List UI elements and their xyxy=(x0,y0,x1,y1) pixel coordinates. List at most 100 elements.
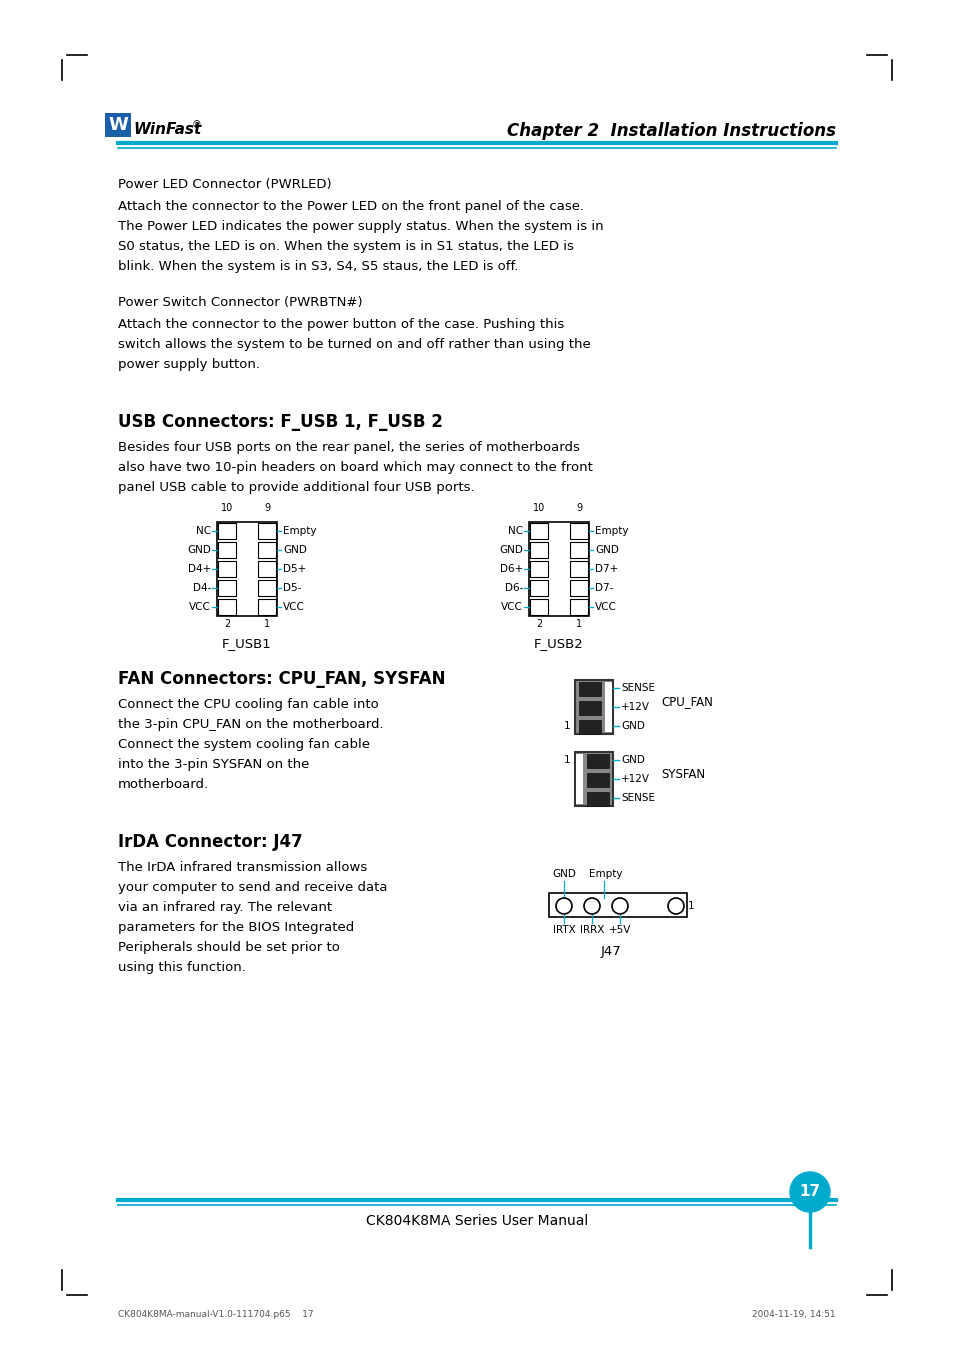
Text: blink. When the system is in S3, S4, S5 staus, the LED is off.: blink. When the system is in S3, S4, S5 … xyxy=(118,259,517,273)
Circle shape xyxy=(583,898,599,915)
Text: Chapter 2  Installation Instructions: Chapter 2 Installation Instructions xyxy=(506,122,835,141)
Bar xyxy=(257,542,275,558)
Text: Attach the connector to the Power LED on the front panel of the case.: Attach the connector to the Power LED on… xyxy=(118,200,583,213)
Text: into the 3-pin SYSFAN on the: into the 3-pin SYSFAN on the xyxy=(118,758,309,771)
Text: 1: 1 xyxy=(563,755,569,765)
Text: panel USB cable to provide additional four USB ports.: panel USB cable to provide additional fo… xyxy=(118,481,475,494)
Text: Empty: Empty xyxy=(283,526,316,536)
Text: 10: 10 xyxy=(533,503,544,513)
Text: motherboard.: motherboard. xyxy=(118,778,209,790)
Text: CPU_FAN: CPU_FAN xyxy=(660,696,712,708)
Bar xyxy=(216,521,276,616)
Text: GND: GND xyxy=(552,869,576,880)
Text: VCC: VCC xyxy=(189,603,211,612)
Text: GND: GND xyxy=(620,755,644,765)
Text: also have two 10-pin headers on board which may connect to the front: also have two 10-pin headers on board wh… xyxy=(118,461,592,474)
Text: 2: 2 xyxy=(224,619,230,630)
Bar xyxy=(218,523,235,539)
Text: +5V: +5V xyxy=(608,925,631,935)
Bar xyxy=(548,893,686,917)
Bar xyxy=(569,542,587,558)
Bar xyxy=(530,598,547,615)
Bar xyxy=(530,523,547,539)
Text: CK804K8MA-manual-V1.0-111704.p65    17: CK804K8MA-manual-V1.0-111704.p65 17 xyxy=(118,1310,314,1319)
Text: NC: NC xyxy=(195,526,211,536)
Bar xyxy=(575,753,613,807)
Text: +12V: +12V xyxy=(620,703,649,712)
Text: D7+: D7+ xyxy=(595,563,618,574)
Text: VCC: VCC xyxy=(595,603,617,612)
Text: D5+: D5+ xyxy=(283,563,306,574)
Text: WinFast: WinFast xyxy=(132,122,201,136)
Text: 9: 9 xyxy=(576,503,581,513)
Bar xyxy=(530,542,547,558)
Text: D6+: D6+ xyxy=(499,563,522,574)
Bar xyxy=(257,598,275,615)
Text: IrDA Connector: J47: IrDA Connector: J47 xyxy=(118,834,302,851)
Bar xyxy=(578,682,600,696)
Text: USB Connectors: F_USB 1, F_USB 2: USB Connectors: F_USB 1, F_USB 2 xyxy=(118,413,442,431)
Text: SYSFAN: SYSFAN xyxy=(660,767,704,781)
Text: 1: 1 xyxy=(687,901,694,911)
Text: ®: ® xyxy=(192,120,201,130)
Text: using this function.: using this function. xyxy=(118,961,246,974)
Text: D7-: D7- xyxy=(595,584,613,593)
Text: W: W xyxy=(108,116,128,134)
Text: 2: 2 xyxy=(536,619,541,630)
Text: D6-: D6- xyxy=(504,584,522,593)
Text: 1: 1 xyxy=(563,721,569,731)
Text: Besides four USB ports on the rear panel, the series of motherboards: Besides four USB ports on the rear panel… xyxy=(118,440,579,454)
Text: D4+: D4+ xyxy=(188,563,211,574)
Bar xyxy=(569,523,587,539)
Text: The Power LED indicates the power supply status. When the system is in: The Power LED indicates the power supply… xyxy=(118,220,603,232)
Text: +12V: +12V xyxy=(620,774,649,784)
Text: GND: GND xyxy=(187,544,211,555)
Text: 9: 9 xyxy=(264,503,270,513)
Text: VCC: VCC xyxy=(283,603,305,612)
Text: your computer to send and receive data: your computer to send and receive data xyxy=(118,881,387,894)
Circle shape xyxy=(556,898,572,915)
Bar xyxy=(218,542,235,558)
Bar xyxy=(586,773,608,788)
Text: FAN Connectors: CPU_FAN, SYSFAN: FAN Connectors: CPU_FAN, SYSFAN xyxy=(118,670,445,688)
Text: F_USB1: F_USB1 xyxy=(222,638,272,650)
Text: D5-: D5- xyxy=(283,584,301,593)
Text: S0 status, the LED is on. When the system is in S1 status, the LED is: S0 status, the LED is on. When the syste… xyxy=(118,240,574,253)
Bar xyxy=(569,561,587,577)
Text: Empty: Empty xyxy=(595,526,628,536)
Bar xyxy=(530,561,547,577)
Text: SENSE: SENSE xyxy=(620,793,655,802)
Text: GND: GND xyxy=(620,721,644,731)
Text: Connect the system cooling fan cable: Connect the system cooling fan cable xyxy=(118,738,370,751)
Text: Empty: Empty xyxy=(589,869,622,880)
Text: The IrDA infrared transmission allows: The IrDA infrared transmission allows xyxy=(118,861,367,874)
Text: 1: 1 xyxy=(576,619,581,630)
Text: IRTX: IRTX xyxy=(552,925,575,935)
Bar xyxy=(569,598,587,615)
Bar xyxy=(257,580,275,596)
Text: D4-: D4- xyxy=(193,584,211,593)
Bar xyxy=(586,754,608,767)
Text: GND: GND xyxy=(283,544,307,555)
Bar xyxy=(578,720,600,734)
Text: via an infrared ray. The relevant: via an infrared ray. The relevant xyxy=(118,901,332,915)
Bar xyxy=(576,754,582,804)
Text: the 3-pin CPU_FAN on the motherboard.: the 3-pin CPU_FAN on the motherboard. xyxy=(118,717,383,731)
Text: 2004-11-19, 14:51: 2004-11-19, 14:51 xyxy=(752,1310,835,1319)
Circle shape xyxy=(789,1173,829,1212)
Bar xyxy=(218,580,235,596)
Bar xyxy=(257,523,275,539)
Bar xyxy=(575,680,613,734)
Text: Power LED Connector (PWRLED): Power LED Connector (PWRLED) xyxy=(118,178,332,190)
Bar xyxy=(604,682,612,732)
Text: GND: GND xyxy=(595,544,618,555)
Text: parameters for the BIOS Integrated: parameters for the BIOS Integrated xyxy=(118,921,354,934)
Text: VCC: VCC xyxy=(500,603,522,612)
Text: NC: NC xyxy=(507,526,522,536)
Text: J47: J47 xyxy=(600,944,620,958)
Bar xyxy=(218,598,235,615)
Text: F_USB2: F_USB2 xyxy=(534,638,583,650)
Bar xyxy=(530,580,547,596)
Text: GND: GND xyxy=(498,544,522,555)
Text: 1: 1 xyxy=(264,619,270,630)
